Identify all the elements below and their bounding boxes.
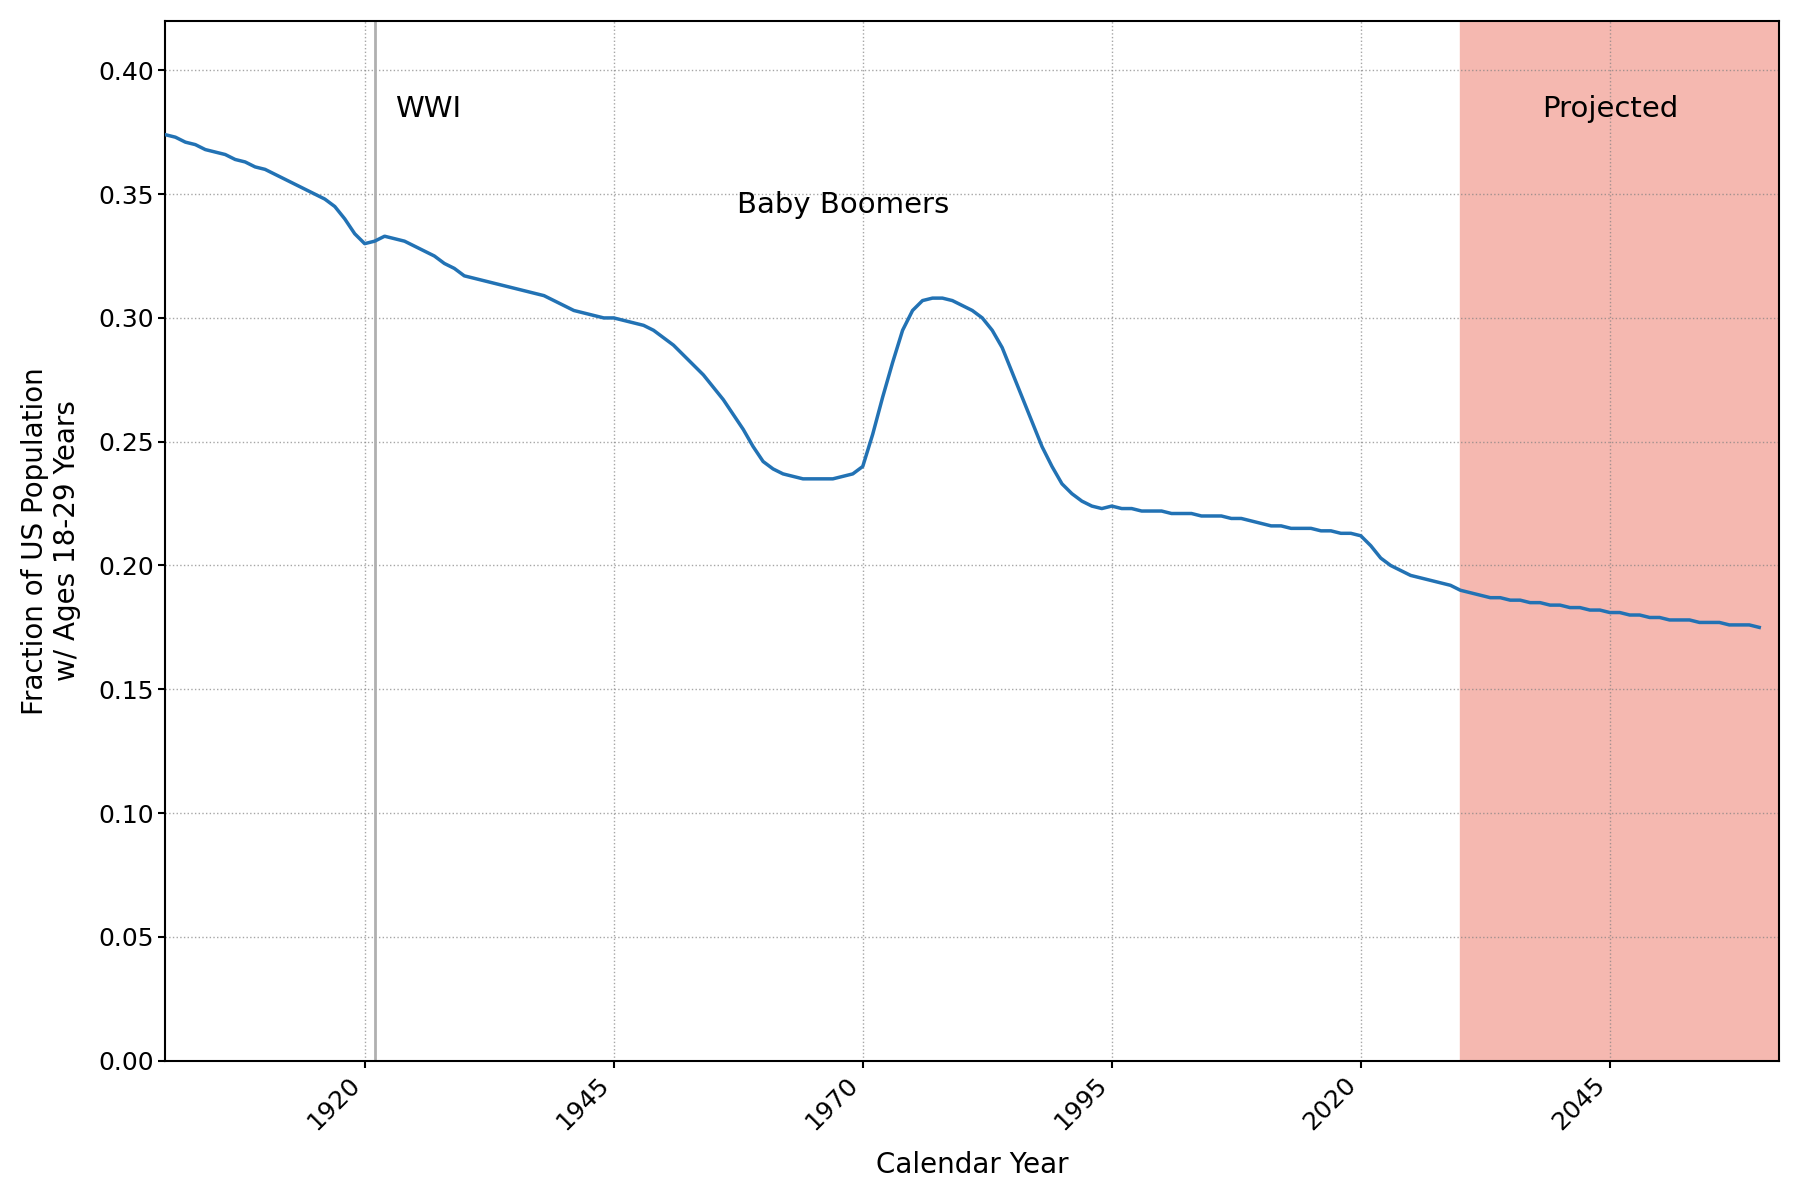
X-axis label: Calendar Year: Calendar Year	[877, 1151, 1069, 1180]
Text: Projected: Projected	[1543, 95, 1678, 124]
Bar	[1460, 20, 1800, 1061]
Text: WWI: WWI	[394, 95, 461, 124]
Y-axis label: Fraction of US Population
w/ Ages 18-29 Years: Fraction of US Population w/ Ages 18-29 …	[22, 367, 81, 715]
Text: Baby Boomers: Baby Boomers	[736, 191, 949, 218]
